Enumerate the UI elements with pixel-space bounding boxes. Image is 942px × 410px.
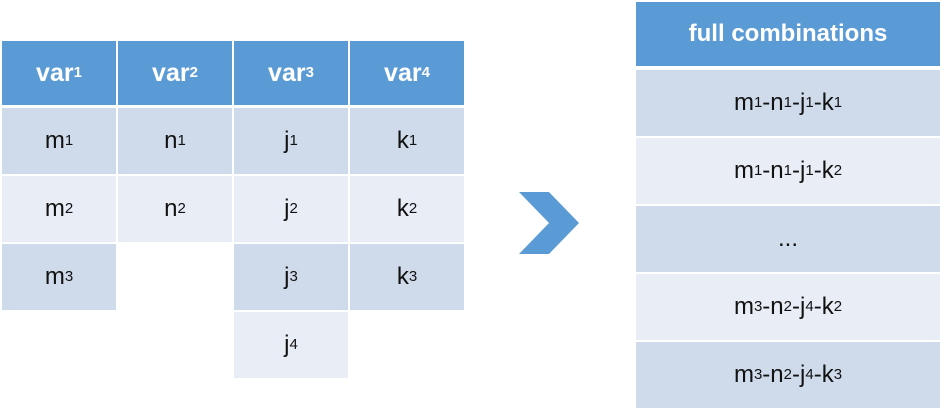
header-label: var [384, 58, 422, 87]
header-var-3: var 3 [234, 41, 348, 105]
chevron-right-icon [519, 192, 579, 254]
header-label: var [36, 58, 74, 87]
header-label: var [268, 58, 306, 87]
full-combinations-header: full combinations [636, 2, 940, 66]
header-var-2: var 2 [118, 41, 232, 105]
header-var-4: var 4 [350, 41, 464, 105]
header-label: var [152, 58, 190, 87]
combination-ellipsis-row: ... [636, 206, 940, 272]
header-var-1: var 1 [2, 41, 116, 105]
